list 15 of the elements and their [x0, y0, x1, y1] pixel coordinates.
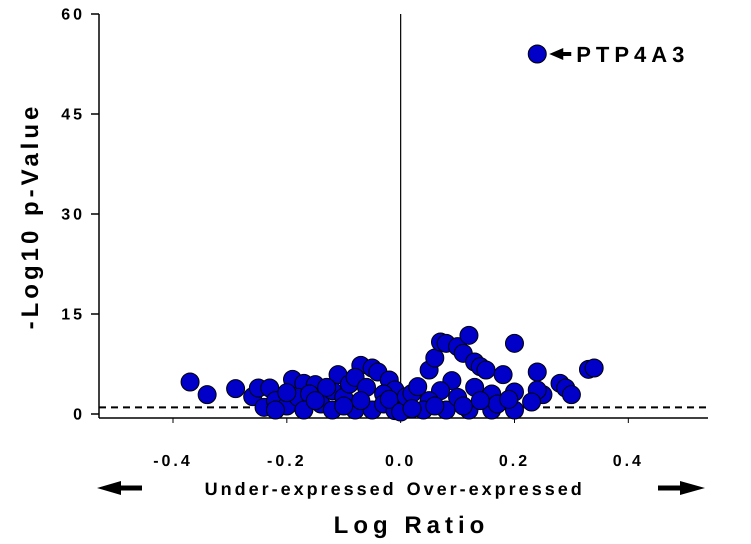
x-tick-label: 0.2: [498, 453, 530, 470]
x-tick-label: 0.4: [612, 453, 644, 470]
y-tick-label: 15: [61, 306, 85, 324]
x-tick-label: -0.2: [267, 453, 307, 470]
x-axis-title: Log Ratio: [334, 512, 490, 539]
annotation: PTP4A3: [576, 42, 690, 67]
x-tick-label: -0.4: [153, 453, 193, 470]
y-tick-label: 0: [73, 406, 85, 424]
text: Under-expressed: [204, 479, 397, 499]
x-tick-label: 0.0: [385, 453, 416, 470]
y-tick-label: 60: [61, 6, 85, 24]
y-tick-label: 45: [61, 106, 85, 124]
y-axis-title: -Log10 p-Value: [17, 102, 44, 330]
text: Over-expressed: [406, 479, 585, 499]
y-tick-label: 30: [61, 206, 85, 224]
